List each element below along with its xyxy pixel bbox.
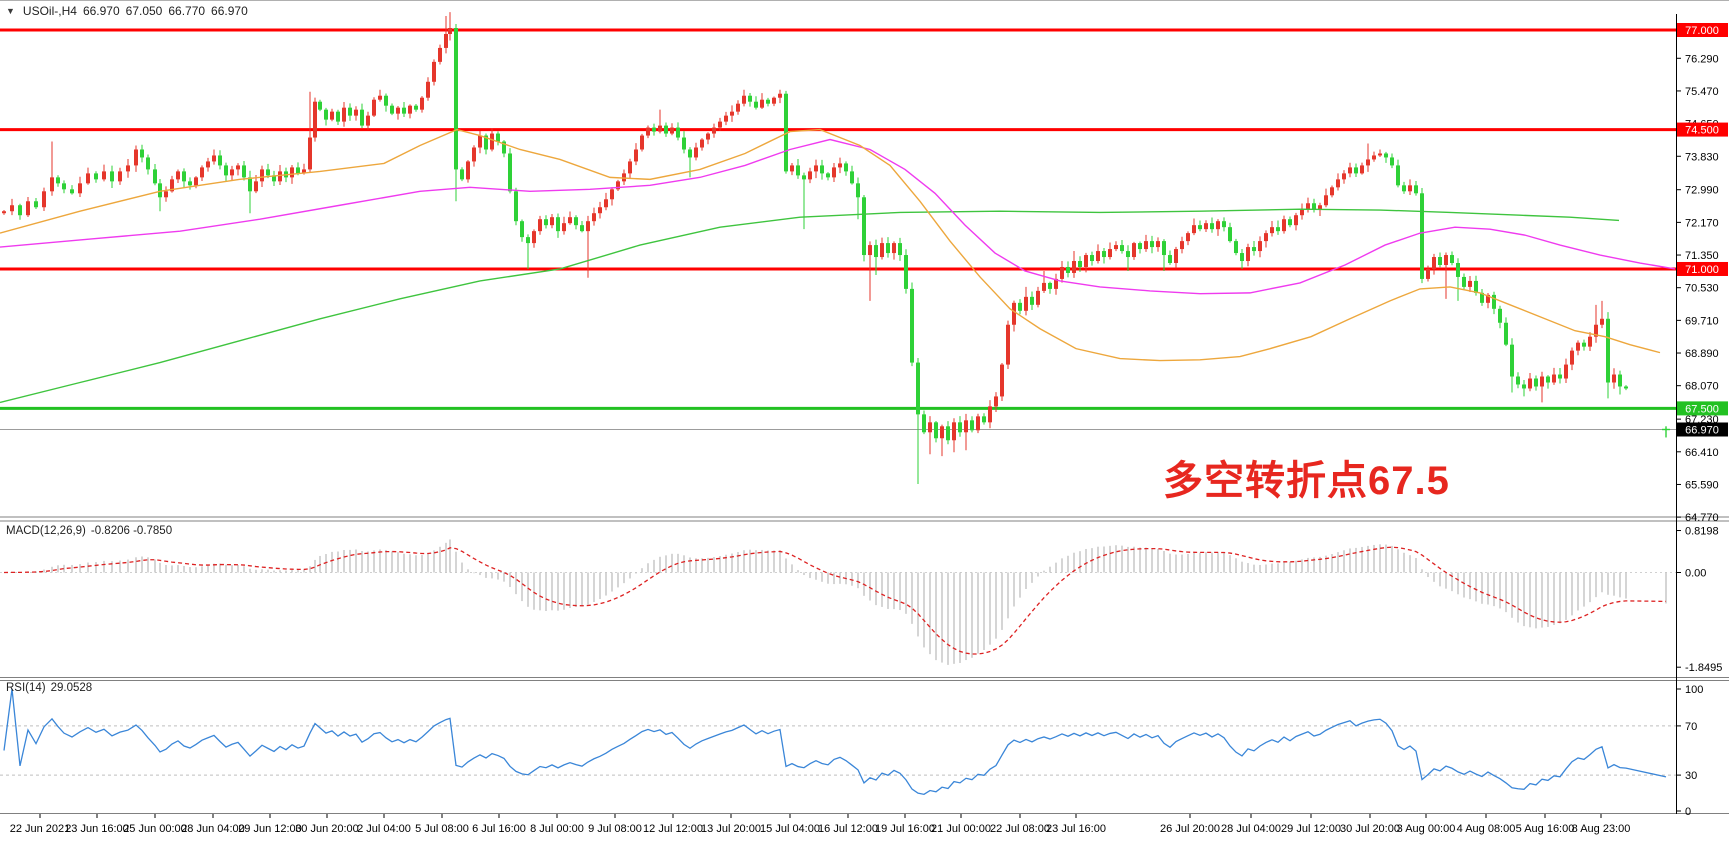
macd-axis: 0.8198 0.00 -1.8495 (1676, 526, 1722, 674)
macd-indicator-label: MACD(12,26,9) -0.8206 -0.7850 (6, 525, 177, 537)
svg-text:0: 0 (1685, 806, 1691, 818)
svg-text:71.000: 71.000 (1685, 264, 1719, 276)
svg-text:5 Aug 16:00: 5 Aug 16:00 (1516, 823, 1575, 835)
svg-text:0.00: 0.00 (1685, 568, 1706, 580)
macd-histogram (11, 539, 1667, 665)
panel-frame (0, 14, 1729, 814)
svg-text:13 Jul 20:00: 13 Jul 20:00 (701, 823, 761, 835)
macd-signal-line (3, 546, 1667, 655)
ma-orange-line (0, 128, 1661, 362)
svg-text:21 Jul 00:00: 21 Jul 00:00 (931, 823, 991, 835)
svg-text:6 Jul 16:00: 6 Jul 16:00 (472, 823, 526, 835)
resistance-line-77000[interactable]: 77.000 (0, 23, 1728, 37)
svg-text:72.990: 72.990 (1685, 185, 1719, 197)
svg-text:3 Aug 00:00: 3 Aug 00:00 (1397, 823, 1456, 835)
svg-text:16 Jul 12:00: 16 Jul 12:00 (818, 823, 878, 835)
svg-text:67.500: 67.500 (1685, 403, 1719, 415)
svg-text:22 Jul 08:00: 22 Jul 08:00 (990, 823, 1050, 835)
svg-text:70.530: 70.530 (1685, 283, 1719, 295)
svg-text:25 Jun 00:00: 25 Jun 00:00 (123, 823, 187, 835)
svg-text:77.000: 77.000 (1685, 25, 1719, 37)
quote-low: 66.770 (168, 4, 206, 18)
symbol-period-label: USOil-,H4 (22, 4, 77, 18)
svg-text:65.590: 65.590 (1685, 479, 1719, 491)
svg-text:23 Jul 16:00: 23 Jul 16:00 (1046, 823, 1106, 835)
annotation-text[interactable]: 多空转折点67.5 (1163, 459, 1450, 503)
svg-text:69.710: 69.710 (1685, 315, 1719, 327)
symbol-title: ▼ USOil-,H4 66.970 67.050 66.770 66.970 (6, 4, 248, 18)
macd-values: -0.8206 -0.7850 (90, 525, 173, 537)
svg-text:0.8198: 0.8198 (1685, 526, 1719, 538)
svg-text:28 Jul 04:00: 28 Jul 04:00 (1221, 823, 1281, 835)
svg-text:29 Jul 12:00: 29 Jul 12:00 (1281, 823, 1341, 835)
svg-text:75.470: 75.470 (1685, 86, 1719, 98)
current-price-line: 66.970 (0, 422, 1728, 437)
resistance-line-74500[interactable]: 74.500 (0, 122, 1728, 137)
support-line-67500[interactable]: 67.500 (0, 401, 1728, 416)
ma-green-line (0, 208, 1620, 404)
svg-text:26 Jul 20:00: 26 Jul 20:00 (1160, 823, 1220, 835)
svg-text:30 Jul 20:00: 30 Jul 20:00 (1340, 823, 1400, 835)
svg-text:28 Jun 04:00: 28 Jun 04:00 (181, 823, 245, 835)
svg-text:70: 70 (1685, 721, 1697, 733)
svg-text:68.890: 68.890 (1685, 348, 1719, 360)
svg-text:19 Jul 16:00: 19 Jul 16:00 (875, 823, 935, 835)
svg-text:66.410: 66.410 (1685, 447, 1719, 459)
svg-text:71.350: 71.350 (1685, 250, 1719, 262)
svg-text:15 Jul 04:00: 15 Jul 04:00 (760, 823, 820, 835)
svg-text:73.830: 73.830 (1685, 151, 1719, 163)
rsi-axis: 100 70 30 0 (1676, 684, 1703, 818)
svg-text:30 Jun 20:00: 30 Jun 20:00 (295, 823, 359, 835)
rsi-value: 29.0528 (50, 682, 93, 694)
svg-text:64.770: 64.770 (1685, 512, 1719, 524)
macd-name: MACD(12,26,9) (6, 525, 86, 537)
svg-text:30: 30 (1685, 770, 1697, 782)
svg-text:2 Jul 04:00: 2 Jul 04:00 (357, 823, 411, 835)
candles-layer (2, 12, 1670, 485)
rsi-name: RSI(14) (6, 682, 46, 694)
quote-high: 67.050 (125, 4, 163, 18)
svg-text:74.500: 74.500 (1685, 125, 1719, 137)
svg-text:-1.8495: -1.8495 (1685, 662, 1722, 674)
svg-text:68.070: 68.070 (1685, 381, 1719, 393)
svg-text:9 Jul 08:00: 9 Jul 08:00 (588, 823, 642, 835)
rsi-indicator-label: RSI(14) 29.0528 (6, 682, 97, 694)
svg-text:66.970: 66.970 (1685, 424, 1719, 436)
quote-close: 66.970 (211, 4, 248, 18)
svg-text:76.290: 76.290 (1685, 53, 1719, 65)
quote-open: 66.970 (82, 4, 120, 18)
rsi-panel (0, 725, 1676, 776)
svg-text:22 Jun 2021: 22 Jun 2021 (10, 823, 71, 835)
symbol-dropdown-icon[interactable]: ▼ (6, 6, 15, 16)
svg-text:29 Jun 12:00: 29 Jun 12:00 (238, 823, 302, 835)
svg-text:23 Jun 16:00: 23 Jun 16:00 (65, 823, 129, 835)
svg-text:100: 100 (1685, 684, 1703, 696)
svg-text:8 Jul 00:00: 8 Jul 00:00 (530, 823, 584, 835)
ma-magenta-line (0, 138, 1676, 295)
svg-text:4 Aug 08:00: 4 Aug 08:00 (1457, 823, 1516, 835)
svg-text:12 Jul 12:00: 12 Jul 12:00 (643, 823, 703, 835)
svg-text:72.170: 72.170 (1685, 217, 1719, 229)
rsi-line (3, 688, 1667, 796)
svg-text:5 Jul 08:00: 5 Jul 08:00 (415, 823, 469, 835)
support-line-71000[interactable]: 71.000 (0, 261, 1728, 276)
svg-text:8 Aug 23:00: 8 Aug 23:00 (1572, 823, 1631, 835)
